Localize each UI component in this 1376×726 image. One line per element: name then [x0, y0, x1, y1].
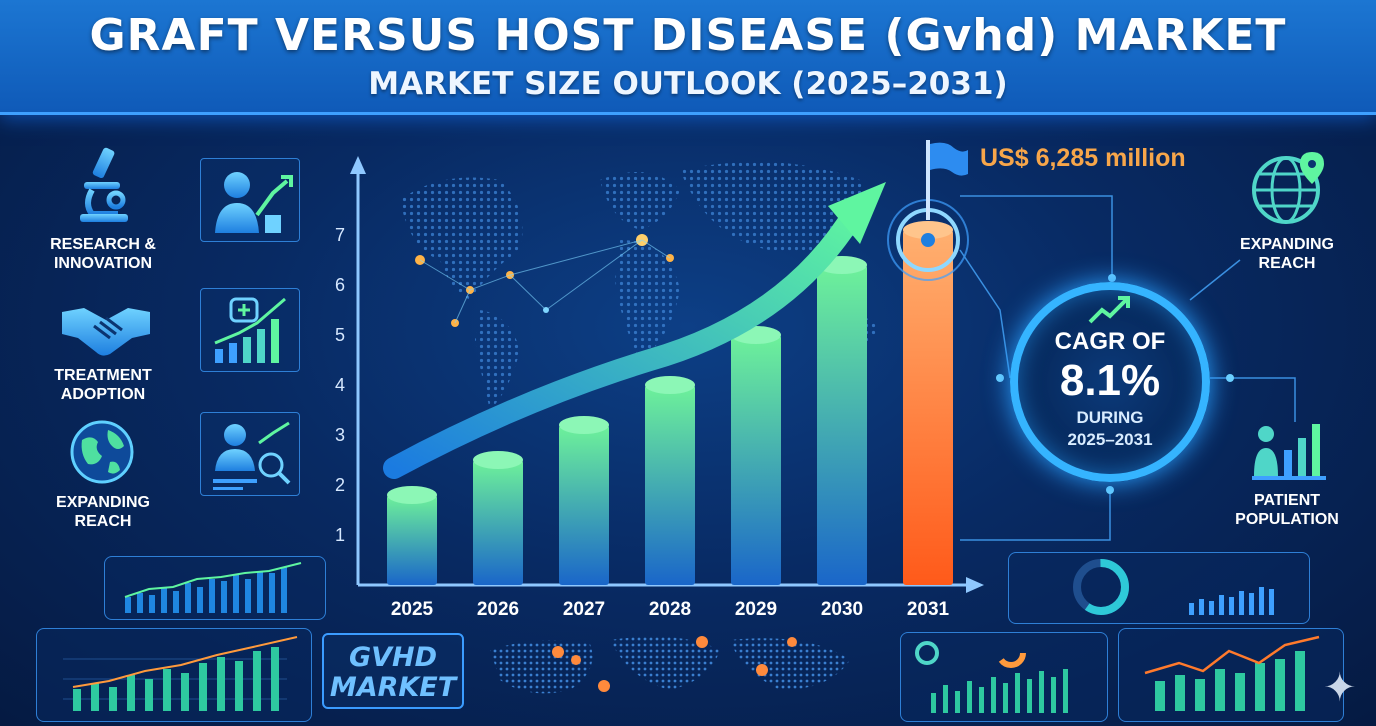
page-subtitle: MARKET SIZE OUTLOOK (2025–2031) — [368, 66, 1008, 102]
medical-growth-box — [200, 288, 300, 372]
patient-population-label: PATIENT POPULATION — [1235, 492, 1339, 528]
trend-up-icon — [1088, 296, 1130, 324]
y-axis-ticks: 1 2 3 4 5 6 7 — [335, 225, 345, 545]
cagr-period: 2025–2031 — [1067, 430, 1153, 449]
y-tick-label: 6 — [335, 275, 345, 295]
x-axis-arrowhead — [966, 577, 984, 593]
x-tick-label: 2029 — [735, 599, 777, 620]
mini-line-chart-panel-left — [104, 556, 326, 620]
bars-group — [387, 199, 969, 585]
x-tick-label: 2028 — [649, 599, 691, 620]
x-tick-label: 2027 — [563, 599, 605, 620]
patient-dollar-icon — [213, 421, 291, 490]
globe-pin-icon — [1252, 152, 1324, 224]
mini-trend-chart — [63, 636, 298, 711]
y-tick-label: 4 — [335, 375, 345, 395]
market-size-chart: 1 2 3 4 5 6 7 2025 2026 2027 2028 2029 2030 2031 — [335, 156, 984, 620]
target-dot — [921, 233, 935, 247]
bar — [731, 326, 781, 585]
y-tick-label: 7 — [335, 225, 345, 245]
y-tick-label: 2 — [335, 475, 345, 495]
bar — [387, 486, 437, 585]
medical-chart-icon — [214, 297, 286, 363]
y-axis-arrowhead — [350, 156, 366, 174]
bar-cap — [559, 416, 609, 434]
x-tick-label: 2025 — [391, 599, 434, 620]
cagr-during-label: DURING — [1076, 408, 1144, 427]
bar-cap — [645, 376, 695, 394]
mini-growth-chart — [1144, 635, 1320, 711]
bar-body — [645, 385, 695, 585]
mini-world-map — [490, 636, 850, 694]
bar-cap — [387, 486, 437, 504]
bar — [473, 451, 523, 585]
patient-population-icon — [1252, 424, 1326, 480]
x-tick-label: 2026 — [477, 599, 519, 620]
x-tick-label: 2031 — [907, 599, 950, 620]
bar-body — [559, 425, 609, 585]
doctor-icon — [215, 172, 293, 233]
growth-arrow-head — [828, 182, 886, 244]
bar-cap — [473, 451, 523, 469]
globe-icon — [70, 420, 134, 484]
mini-donut-chart — [1073, 559, 1274, 615]
y-tick-label: 3 — [335, 425, 345, 445]
connector-lines — [959, 195, 1296, 541]
gvhd-badge-line1: GVHD — [348, 642, 438, 673]
bar-cap — [903, 221, 953, 239]
market-value-callout: US$ 6,285 million — [980, 144, 1186, 172]
bar-body — [387, 495, 437, 585]
mini-donut-panel — [1008, 552, 1310, 624]
bar-body — [731, 335, 781, 585]
mini-dashboard-panel — [900, 632, 1108, 722]
gvhd-market-badge: GVHD MARKET — [322, 633, 464, 709]
cagr-value: 8.1% — [1059, 356, 1161, 405]
page-title: GRAFT VERSUS HOST DISEASE (Gvhd) MARKET — [89, 10, 1287, 61]
growth-arrow — [383, 182, 886, 479]
mini-bar-line-chart — [124, 562, 302, 613]
treatment-adoption-label: TREATMENT ADOPTION — [54, 367, 152, 403]
y-tick-label: 1 — [335, 525, 345, 545]
cagr-badge: CAGR OF 8.1% DURING 2025–2031 — [1010, 282, 1210, 482]
bar-body — [817, 265, 867, 585]
sparkle-icon: ✦ — [1323, 666, 1357, 710]
patient-finance-box — [200, 412, 300, 496]
microscope-icon — [80, 147, 128, 222]
network-glow-points — [415, 234, 674, 327]
flag-icon — [926, 140, 968, 220]
cagr-label: CAGR OF — [1054, 328, 1166, 355]
gvhd-badge-line2: MARKET — [329, 672, 457, 703]
expanding-reach-label-left: EXPANDING REACH — [56, 494, 150, 530]
x-tick-label: 2030 — [821, 599, 863, 620]
research-innovation-label: RESEARCH & INNOVATION — [50, 236, 156, 272]
y-tick-label: 5 — [335, 325, 345, 345]
bar — [817, 256, 867, 585]
bar-body — [903, 230, 953, 585]
mini-chart-panel-bottom-left — [36, 628, 312, 722]
bar-body — [473, 460, 523, 585]
doctor-growth-box — [200, 158, 300, 242]
bar — [645, 376, 695, 585]
handshake-icon — [62, 308, 150, 356]
mini-line-chart-panel-right — [1118, 628, 1344, 722]
expanding-reach-label-right: EXPANDING REACH — [1240, 236, 1334, 272]
x-axis-labels: 2025 2026 2027 2028 2029 2030 2031 — [391, 599, 950, 620]
header-banner: GRAFT VERSUS HOST DISEASE (Gvhd) MARKET … — [0, 0, 1376, 115]
mini-dashboard-chart — [915, 638, 1068, 713]
highlight-bar — [887, 199, 969, 585]
growth-arrow-shaft — [383, 199, 867, 479]
bar — [559, 416, 609, 585]
